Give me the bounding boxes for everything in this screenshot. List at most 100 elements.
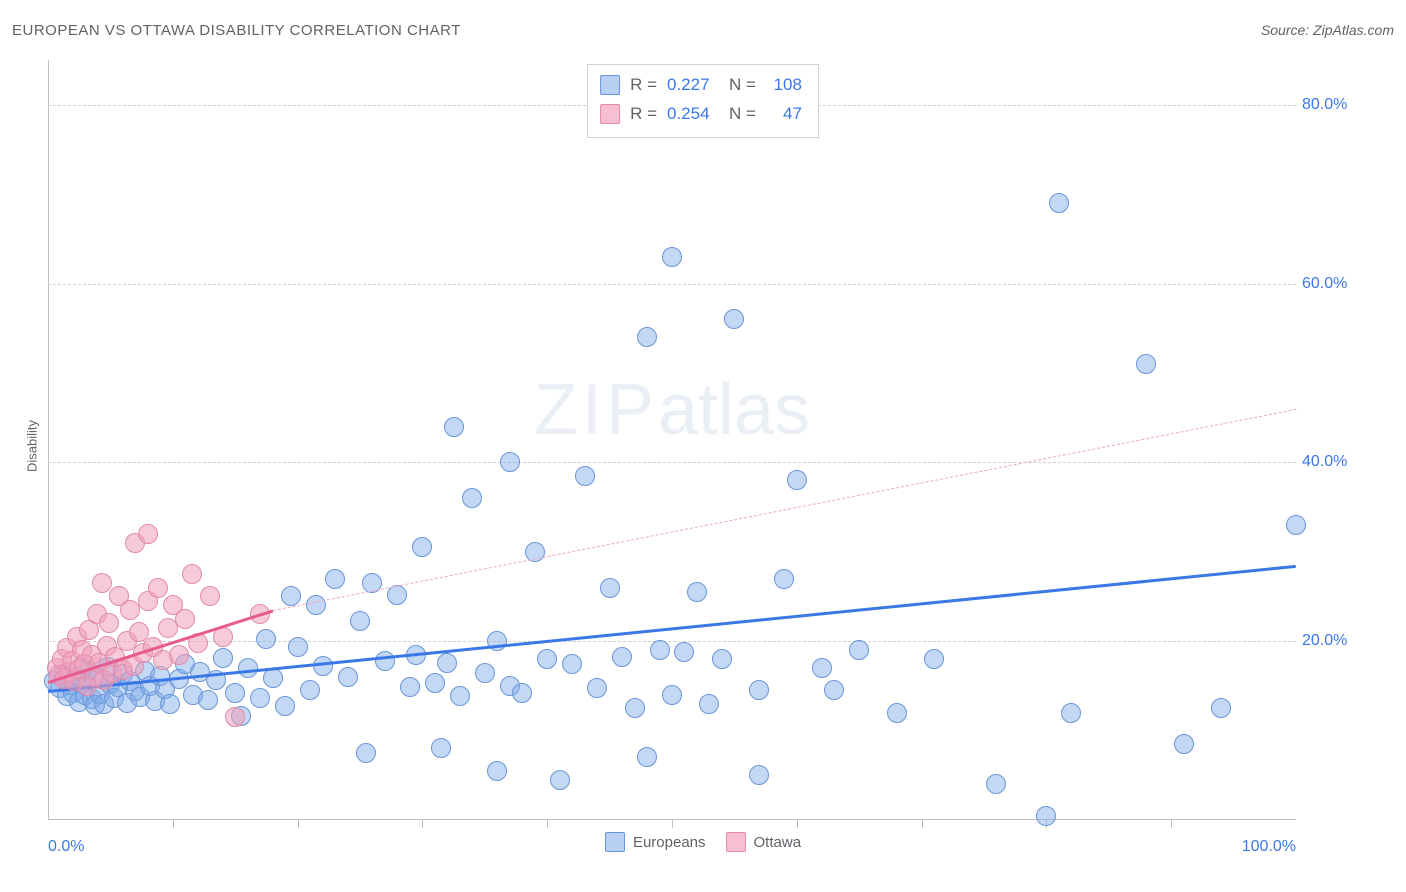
data-point	[375, 651, 395, 671]
data-point	[225, 707, 245, 727]
data-point	[356, 743, 376, 763]
data-point	[687, 582, 707, 602]
chart-header: EUROPEAN VS OTTAWA DISABILITY CORRELATIO…	[12, 22, 1394, 39]
data-point	[412, 537, 432, 557]
data-point	[924, 649, 944, 669]
data-point	[637, 327, 657, 347]
data-point	[250, 688, 270, 708]
y-axis-line	[48, 60, 49, 820]
data-point	[213, 648, 233, 668]
data-point	[749, 680, 769, 700]
data-point	[487, 761, 507, 781]
data-point	[431, 738, 451, 758]
legend-item: Ottawa	[726, 832, 802, 852]
x-tick	[797, 820, 798, 828]
legend-swatch	[605, 832, 625, 852]
data-point	[1286, 515, 1306, 535]
n-label: N =	[729, 71, 756, 100]
r-value: 0.227	[667, 71, 719, 100]
data-point	[749, 765, 769, 785]
data-point	[169, 645, 189, 665]
series-legend: Europeans Ottawa	[0, 832, 1406, 852]
data-point	[824, 680, 844, 700]
data-point	[774, 569, 794, 589]
legend-item: Europeans	[605, 832, 706, 852]
data-point	[575, 466, 595, 486]
data-point	[787, 470, 807, 490]
n-value: 47	[766, 100, 802, 129]
data-point	[400, 677, 420, 697]
scatter-plot-area: ZIPatlas 20.0%40.0%60.0%80.0%	[48, 60, 1296, 820]
gridline	[48, 284, 1296, 285]
data-point	[198, 690, 218, 710]
legend-swatch	[726, 832, 746, 852]
data-point	[338, 667, 358, 687]
r-label: R =	[630, 100, 657, 129]
y-tick-label: 80.0%	[1302, 96, 1362, 114]
y-tick-label: 60.0%	[1302, 275, 1362, 293]
data-point	[512, 683, 532, 703]
data-point	[200, 586, 220, 606]
x-tick	[547, 820, 548, 828]
regression-line	[48, 565, 1296, 693]
data-point	[148, 578, 168, 598]
data-point	[1061, 703, 1081, 723]
data-point	[1174, 734, 1194, 754]
data-point	[662, 685, 682, 705]
data-point	[674, 642, 694, 662]
data-point	[306, 595, 326, 615]
data-point	[425, 673, 445, 693]
x-tick	[1171, 820, 1172, 828]
data-point	[92, 573, 112, 593]
data-point	[225, 683, 245, 703]
data-point	[612, 647, 632, 667]
data-point	[99, 613, 119, 633]
x-tick	[173, 820, 174, 828]
y-tick-label: 20.0%	[1302, 632, 1362, 650]
data-point	[1036, 806, 1056, 826]
watermark: ZIPatlas	[534, 369, 810, 451]
legend-label: Europeans	[633, 834, 706, 851]
legend-row: R =0.227N =108	[600, 71, 802, 100]
data-point	[1136, 354, 1156, 374]
data-point	[175, 609, 195, 629]
gridline	[48, 641, 1296, 642]
n-label: N =	[729, 100, 756, 129]
data-point	[444, 417, 464, 437]
data-point	[724, 309, 744, 329]
n-value: 108	[766, 71, 802, 100]
data-point	[537, 649, 557, 669]
y-tick-label: 40.0%	[1302, 453, 1362, 471]
data-point	[288, 637, 308, 657]
data-point	[160, 694, 180, 714]
data-point	[637, 747, 657, 767]
data-point	[650, 640, 670, 660]
data-point	[1211, 698, 1231, 718]
legend-swatch	[600, 75, 620, 95]
data-point	[475, 663, 495, 683]
r-value: 0.254	[667, 100, 719, 129]
data-point	[587, 678, 607, 698]
data-point	[138, 524, 158, 544]
data-point	[600, 578, 620, 598]
data-point	[887, 703, 907, 723]
correlation-legend: R = 0.227 N = 108R = 0.254 N = 47	[587, 64, 819, 138]
data-point	[281, 586, 301, 606]
legend-swatch	[600, 104, 620, 124]
data-point	[275, 696, 295, 716]
data-point	[350, 611, 370, 631]
x-tick	[672, 820, 673, 828]
x-tick	[922, 820, 923, 828]
data-point	[325, 569, 345, 589]
data-point	[313, 656, 333, 676]
data-point	[662, 247, 682, 267]
x-tick	[422, 820, 423, 828]
data-point	[986, 774, 1006, 794]
data-point	[712, 649, 732, 669]
data-point	[562, 654, 582, 674]
data-point	[437, 653, 457, 673]
legend-row: R = 0.254 N = 47	[600, 100, 802, 129]
data-point	[550, 770, 570, 790]
data-point	[300, 680, 320, 700]
data-point	[462, 488, 482, 508]
